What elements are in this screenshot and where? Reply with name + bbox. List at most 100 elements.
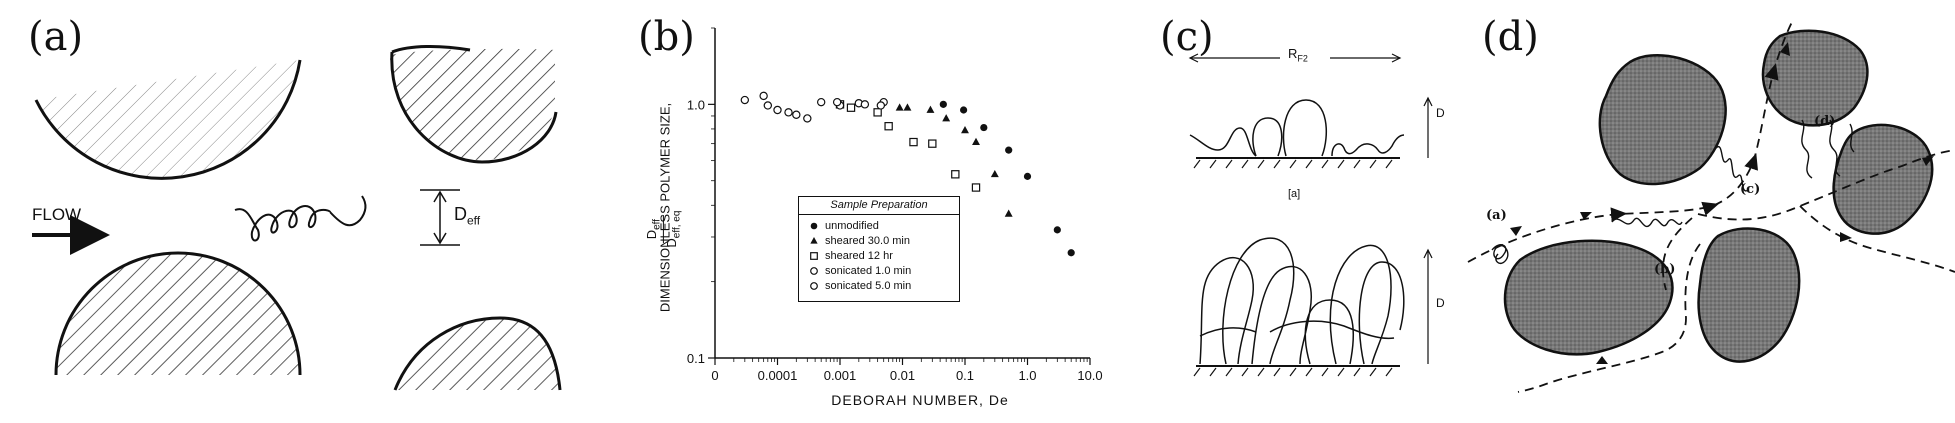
panel-a-right: Deff <box>329 0 620 423</box>
data-point <box>903 103 912 111</box>
legend-label: sonicated 1.0 min <box>825 264 912 277</box>
grain-top-left <box>34 59 302 180</box>
data-point <box>895 103 904 111</box>
y-axis-fraction: Deff Deff, eq <box>643 210 683 248</box>
data-point <box>792 110 801 119</box>
grain-5 <box>1697 227 1801 363</box>
legend-marker <box>810 251 818 260</box>
grain-3 <box>1832 123 1934 235</box>
x-axis-label: DEBORAH NUMBER, De <box>831 392 1009 408</box>
polymer-coil <box>234 205 331 242</box>
grain-1 <box>1598 53 1727 186</box>
panel-c: (c) <box>1160 0 1450 423</box>
grain-top-right <box>390 48 555 160</box>
data-point <box>990 169 999 178</box>
chart-ticks: 0 0.0001 0.001 0.01 0.1 1.0 10.0 0.1 1.0 <box>687 27 1103 383</box>
data-point <box>810 251 818 260</box>
chart-points <box>740 91 1075 257</box>
data-point <box>1005 146 1013 154</box>
x-tick-label: 1.0 <box>1018 368 1036 383</box>
legend-item: sheared 30.0 min <box>807 233 959 248</box>
legend-label: sheared 12 hr <box>825 249 893 262</box>
grain-bottom-left <box>56 253 300 375</box>
flow-arrowhead <box>1780 42 1790 56</box>
data-point <box>740 95 750 105</box>
polymer-a <box>1491 244 1509 264</box>
legend-marker <box>810 222 818 229</box>
rf2-label: RF2 <box>1288 46 1308 64</box>
panel-a-drawing <box>32 59 331 376</box>
legend-item: sonicated 5.0 min <box>807 278 959 293</box>
grain-4 <box>1503 239 1674 356</box>
polymer-c <box>1715 145 1749 192</box>
flow-arrowhead <box>1922 156 1934 166</box>
y-tick-label: 0.1 <box>687 351 705 366</box>
data-point <box>810 236 818 244</box>
data-point <box>980 123 988 132</box>
panel-c-label: (c) <box>1160 14 1214 60</box>
chart-axes <box>714 28 1090 359</box>
legend-label: sonicated 5.0 min <box>825 279 912 292</box>
legend-title: Sample Preparation <box>799 197 959 215</box>
legend-label: sheared 30.0 min <box>825 234 910 247</box>
panel-b-label: (b) <box>638 14 695 60</box>
panel-b: (b) 0 0.0001 0.001 0.01 0.1 1.0 10.0 0.1 1.0 DIM… <box>620 0 1160 423</box>
panel-c-drawing <box>1188 53 1433 377</box>
flow-arrowhead <box>1510 226 1522 236</box>
legend-item: unmodified <box>807 218 959 233</box>
deborah-chart: 0 0.0001 0.001 0.01 0.1 1.0 10.0 0.1 1.0 <box>687 27 1103 383</box>
polymer-d <box>1801 119 1813 179</box>
data-point <box>960 106 968 114</box>
data-point <box>884 122 893 131</box>
data-point <box>773 105 782 115</box>
panel-a: (a) FLOW <box>0 0 331 423</box>
data-point <box>873 108 882 117</box>
data-point <box>846 103 856 112</box>
legend-marker <box>810 266 818 275</box>
legend-item: sheared 12 hr <box>807 248 959 263</box>
data-point <box>810 266 818 275</box>
data-point <box>803 114 812 123</box>
data-point <box>876 101 886 110</box>
data-point <box>1004 209 1013 217</box>
data-point <box>763 101 773 110</box>
flow-arrowhead <box>1596 356 1608 364</box>
legend-label: unmodified <box>825 219 879 232</box>
flow-arrowhead <box>1580 212 1592 220</box>
x-tick-label: 0.01 <box>890 368 915 383</box>
data-point <box>1053 226 1061 234</box>
site-label-a: (a) <box>1486 208 1507 223</box>
grain-bottom-right <box>395 318 560 390</box>
data-point <box>860 100 870 109</box>
x-tick-label: 0.0001 <box>758 368 798 383</box>
data-point <box>951 170 960 179</box>
site-label-b: (b) <box>1654 262 1676 277</box>
x-tick-label: 0 <box>711 368 718 383</box>
data-point <box>810 281 818 290</box>
data-point <box>816 97 826 107</box>
x-tick-label: 0.001 <box>824 368 857 383</box>
flow-arrowhead <box>1840 232 1852 242</box>
data-point <box>928 139 937 148</box>
sub-panel-label: [a] <box>1288 188 1301 200</box>
data-point <box>759 91 768 101</box>
polymer-b <box>1611 217 1683 228</box>
data-point <box>810 222 818 229</box>
y-tick-label: 1.0 <box>687 97 705 112</box>
data-point <box>961 126 969 134</box>
flow-label: FLOW <box>32 205 82 224</box>
d-label-bottom: D <box>1436 296 1445 310</box>
legend-item: sonicated 1.0 min <box>807 263 959 278</box>
legend-marker <box>810 281 818 290</box>
d-label-top: D <box>1436 106 1445 120</box>
panel-a-label: (a) <box>28 14 84 60</box>
deff-label: Deff <box>454 204 481 228</box>
data-point <box>926 105 935 113</box>
data-point <box>939 100 947 108</box>
data-point <box>942 114 951 122</box>
data-point <box>909 137 918 147</box>
data-point <box>832 97 842 107</box>
data-point <box>972 137 980 145</box>
site-label-c: (c) <box>1740 182 1761 197</box>
data-point <box>784 108 793 117</box>
